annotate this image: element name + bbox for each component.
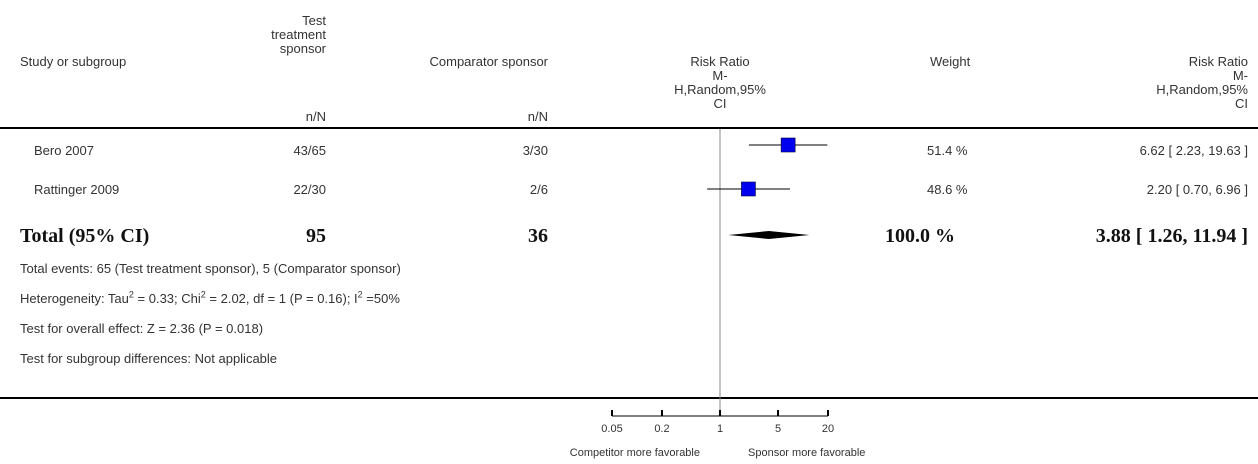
header-rr-plot-line4: CI (713, 96, 727, 111)
header-test-line1: Test (302, 13, 326, 28)
footnote-subgroup: Test for subgroup differences: Not appli… (20, 351, 278, 366)
total-comparator: 36 (528, 225, 548, 247)
study-square (741, 181, 756, 197)
axis-tick-label: 0.05 (601, 423, 623, 435)
header-comparator-nN: n/N (527, 109, 548, 124)
row-study: Bero 2007 (34, 143, 94, 158)
row-comparator: 2/6 (529, 182, 548, 197)
header-rr-value-line2: M- (1232, 68, 1248, 83)
study-square (780, 137, 796, 153)
axis-tick-label: 1 (716, 423, 724, 435)
header-rr-value-line1: Risk Ratio (1188, 54, 1248, 69)
row-rr-text: 2.20 [ 0.70, 6.96 ] (1146, 182, 1248, 197)
footnote-overall-effect: Test for overall effect: Z = 2.36 (P = 0… (20, 321, 264, 336)
row-weight: 48.6 % (927, 182, 968, 197)
header-test-line2: treatment (271, 27, 326, 42)
bottom-rule (0, 397, 1258, 399)
row-weight: 51.4 % (927, 143, 968, 158)
total-weight: 100.0 % (885, 225, 955, 247)
row-test: 43/65 (293, 143, 326, 158)
axis-tick-label: 0.2 (654, 423, 670, 435)
header-weight: Weight (930, 54, 971, 69)
header-rr-plot-line1: Risk Ratio (690, 54, 750, 69)
footnote-events: Total events: 65 (Test treatment sponsor… (20, 261, 401, 276)
total-rr-text: 3.88 [ 1.26, 11.94 ] (1095, 225, 1248, 247)
axis-left-favor-label: Competitor more favorable (569, 447, 700, 459)
row-comparator: 3/30 (522, 143, 548, 158)
total-label: Total (95% CI) (20, 225, 150, 247)
pooled-diamond (728, 231, 810, 239)
header-rr-plot-line2: M- (712, 68, 728, 83)
header-rr-value-line4: CI (1235, 96, 1248, 111)
header-comparator: Comparator sponsor (429, 54, 549, 69)
header-rule (0, 127, 1258, 129)
footnote-heterogeneity: Heterogeneity: Tau2 = 0.33; Chi2 = 2.02,… (20, 289, 400, 306)
header-test-line3: sponsor (279, 41, 326, 56)
total-test: 95 (306, 225, 326, 247)
row-test: 22/30 (293, 182, 326, 197)
header-test-nN: n/N (305, 109, 326, 124)
row-rr-text: 6.62 [ 2.23, 19.63 ] (1139, 143, 1248, 158)
header-rr-plot-line3: H,Random,95% (674, 82, 766, 97)
header-rr-value-line3: H,Random,95% (1156, 82, 1248, 97)
axis-tick-label: 5 (774, 423, 782, 435)
row-study: Rattinger 2009 (34, 182, 120, 197)
axis-right-favor-label: Sponsor more favorable (748, 447, 866, 459)
header-study: Study or subgroup (20, 54, 127, 69)
axis-tick-label: 20 (821, 423, 835, 435)
